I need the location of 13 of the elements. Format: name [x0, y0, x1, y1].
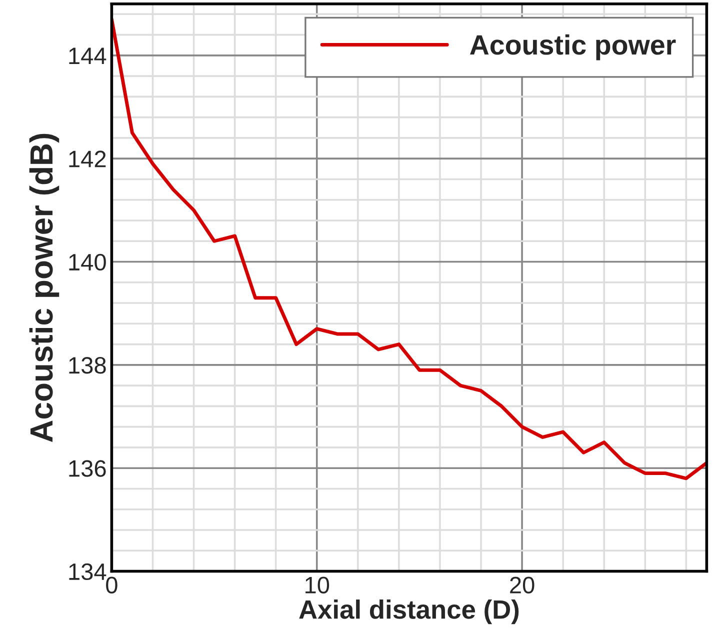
y-axis-title: Acoustic power (dB) — [29, 134, 60, 442]
y-tick-label: 142 — [69, 150, 106, 168]
y-tick-label: 136 — [69, 460, 106, 477]
x-tick-label: 0 — [106, 576, 118, 594]
x-tick-label: 10 — [306, 576, 330, 594]
line-series — [112, 18, 707, 480]
x-axis-title: Axial distance (D) — [299, 600, 519, 624]
y-tick-label: 140 — [69, 254, 106, 271]
legend-label: Acoustic power — [470, 34, 676, 60]
y-tick-label: 144 — [69, 48, 106, 64]
x-tick-label: 20 — [510, 576, 534, 594]
y-tick-label: 134 — [69, 563, 106, 580]
y-tick-label: 138 — [69, 356, 106, 374]
